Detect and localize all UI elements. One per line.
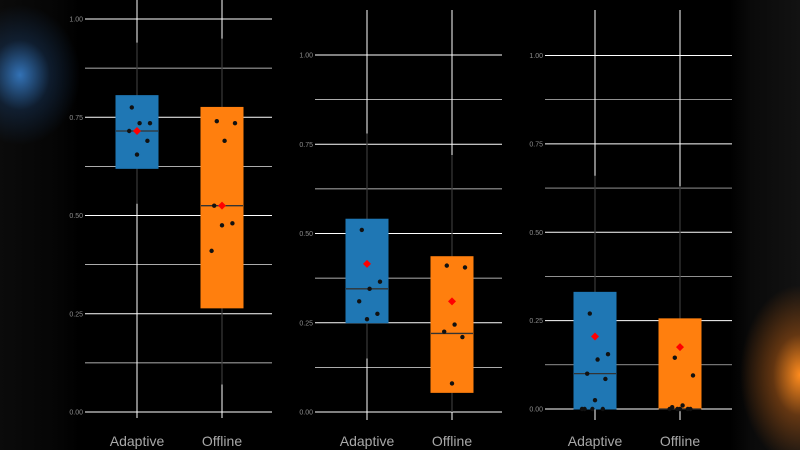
adaptive-data-point xyxy=(587,311,592,316)
adaptive-data-point xyxy=(357,299,362,304)
adaptive-data-point xyxy=(600,406,605,412)
offline-data-point xyxy=(680,403,685,408)
adaptive-data-point xyxy=(375,311,380,317)
offline-data-point xyxy=(672,355,677,360)
offline-box xyxy=(658,318,702,410)
x-category-label-offline: Offline xyxy=(202,433,242,449)
offline-mean-marker xyxy=(676,343,684,352)
x-category-label-adaptive: Adaptive xyxy=(340,433,395,449)
offline-data-point xyxy=(230,221,235,226)
offline-data-point xyxy=(442,329,447,334)
y-tick-label: 0.75 xyxy=(69,115,83,122)
offline-data-point xyxy=(685,406,690,412)
offline-mean-marker xyxy=(218,201,226,210)
offline-box xyxy=(430,256,474,393)
y-tick-label: 1.00 xyxy=(299,53,313,60)
y-tick-label: 0.50 xyxy=(299,231,313,238)
offline-data-point xyxy=(667,406,672,412)
adaptive-data-point xyxy=(359,227,364,233)
offline-data-point xyxy=(449,381,455,386)
offline-data-point xyxy=(232,120,238,126)
y-tick-label: 0.00 xyxy=(69,410,83,417)
y-tick-label: 0.50 xyxy=(69,213,83,220)
adaptive-data-point xyxy=(579,406,585,412)
adaptive-box xyxy=(573,291,617,410)
y-tick-label: 0.25 xyxy=(69,311,83,318)
adaptive-data-point xyxy=(377,279,383,284)
x-category-label-offline: Offline xyxy=(660,433,700,449)
offline-data-point xyxy=(675,406,680,412)
offline-data-point xyxy=(452,322,457,327)
adaptive-data-point xyxy=(585,371,590,376)
chart-panel-1: 0.00 0.25 0.50 0.75 1.00 Adaptive Offline xyxy=(69,0,272,449)
y-tick-label: 0.00 xyxy=(299,410,313,417)
chart-panel-3: 0.00 0.25 0.50 0.75 1.00 Adaptive Offline xyxy=(529,10,732,449)
offline-data-point xyxy=(462,265,468,270)
offline-data-point xyxy=(444,263,449,268)
adaptive-data-point xyxy=(147,120,153,126)
y-tick-label: 0.00 xyxy=(529,407,543,414)
adaptive-data-point xyxy=(127,128,132,134)
y-tick-label: 0.50 xyxy=(529,230,543,237)
adaptive-data-point xyxy=(137,120,142,126)
adaptive-mean-marker xyxy=(363,259,371,268)
adaptive-data-point xyxy=(595,357,600,362)
adaptive-data-point xyxy=(592,397,598,403)
x-category-label-adaptive: Adaptive xyxy=(568,433,623,449)
adaptive-data-point xyxy=(364,316,370,322)
y-tick-label: 1.00 xyxy=(69,17,83,24)
adaptive-data-point xyxy=(129,105,134,110)
adaptive-mean-marker xyxy=(591,332,599,341)
offline-data-point xyxy=(219,223,225,228)
y-tick-label: 0.25 xyxy=(299,320,313,327)
offline-data-point xyxy=(460,334,465,340)
adaptive-data-point xyxy=(603,376,608,382)
adaptive-data-point xyxy=(145,138,150,144)
adaptive-data-point xyxy=(367,286,372,292)
adaptive-data-point xyxy=(605,352,611,357)
y-tick-label: 0.25 xyxy=(529,318,543,325)
y-tick-label: 1.00 xyxy=(529,53,543,60)
offline-data-point xyxy=(212,203,217,208)
adaptive-data-point xyxy=(590,406,595,412)
offline-mean-marker xyxy=(448,297,456,306)
y-tick-label: 0.75 xyxy=(529,141,543,148)
y-tick-label: 0.75 xyxy=(299,142,313,149)
adaptive-data-point xyxy=(134,152,140,157)
chart-panel-2: 0.00 0.25 0.50 0.75 1.00 Adaptive Offline xyxy=(299,10,502,449)
offline-data-point xyxy=(209,248,214,254)
offline-data-point xyxy=(690,373,696,378)
offline-data-point xyxy=(222,138,227,144)
offline-data-point xyxy=(214,118,219,124)
x-category-label-offline: Offline xyxy=(432,433,472,449)
x-category-label-adaptive: Adaptive xyxy=(110,433,165,449)
adaptive-mean-marker xyxy=(133,127,141,136)
adaptive-box xyxy=(345,218,389,324)
